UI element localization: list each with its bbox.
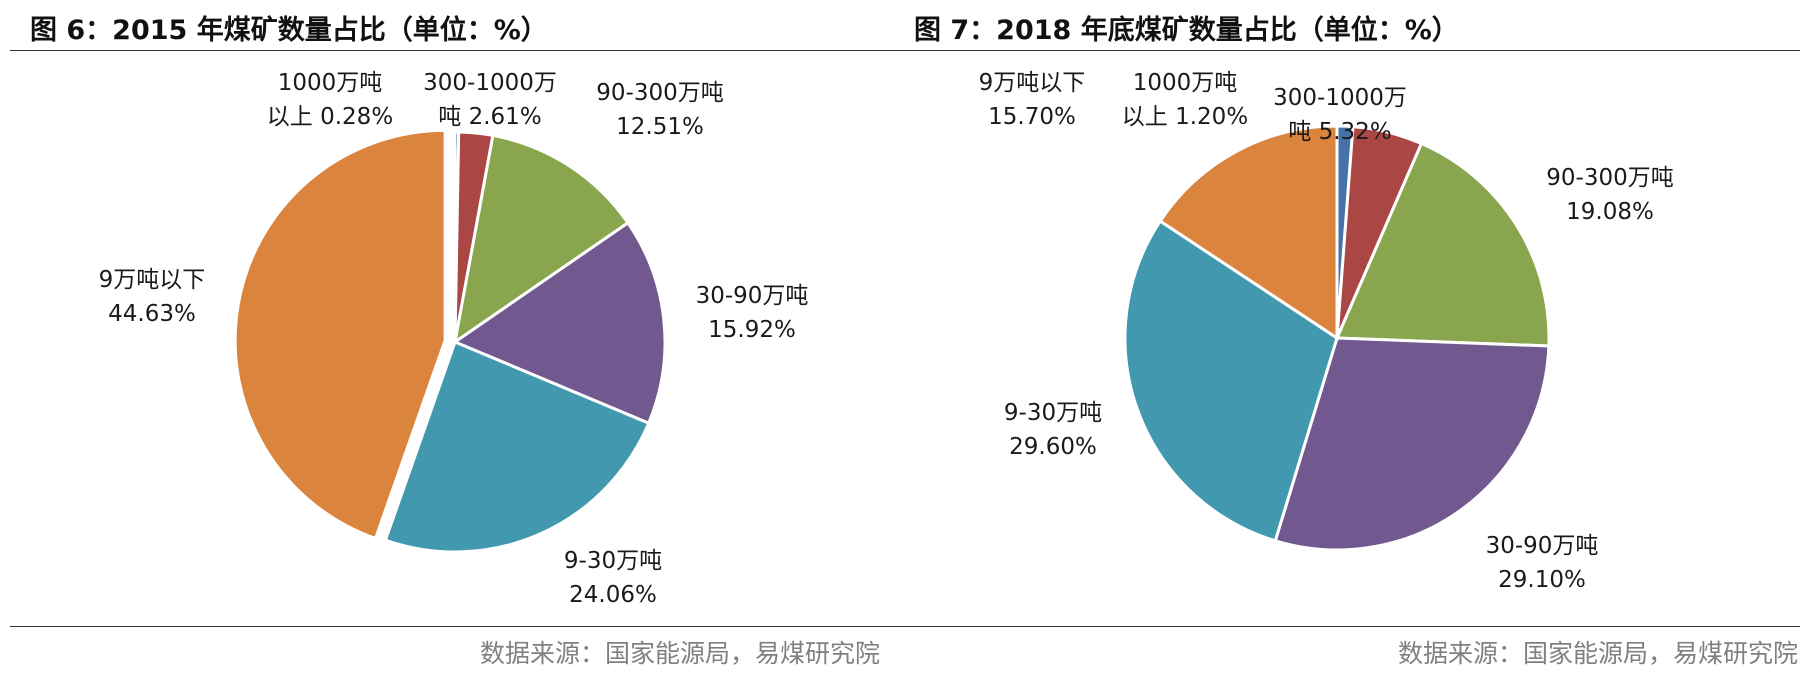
footer-rule xyxy=(900,626,1800,627)
chart-panel-2018: 图 7：2018 年底煤矿数量占比（单位：%） 1000万吨以上 1.20% 30… xyxy=(900,0,1800,682)
source-note: 数据来源：国家能源局，易煤研究院 xyxy=(1397,639,1798,668)
slice-label: 90-300万吨 19.08% xyxy=(1546,165,1673,225)
pie-slice xyxy=(1273,336,1551,552)
pie-slice xyxy=(1123,218,1339,543)
pie-slice xyxy=(451,220,667,426)
slice-label: 300-1000万吨 2.61% xyxy=(423,70,557,130)
slice-label: 1000万吨以上 1.20% xyxy=(1122,70,1248,130)
pie-slice xyxy=(1334,141,1551,348)
slice-label: 30-90万吨 15.92% xyxy=(696,283,809,343)
slice-label: 90-300万吨 12.51% xyxy=(596,80,723,140)
pie-slice xyxy=(452,133,631,346)
footer-rule xyxy=(10,626,900,627)
title-rule xyxy=(900,50,1800,51)
slice-label: 9-30万吨 29.60% xyxy=(1004,400,1102,460)
title-rule xyxy=(10,50,900,51)
pie-chart-2018: 1000万吨以上 1.20% 300-1000万吨 5.32% 90-300万吨 19… xyxy=(979,70,1674,593)
slice-label: 9-30万吨 24.06% xyxy=(564,548,662,608)
slice-label: 300-1000万吨 5.32% xyxy=(1273,85,1407,145)
chart-panel-2015: 图 6：2015 年煤矿数量占比（单位：%） 1000万吨以上 0.28% 300… xyxy=(10,15,900,668)
pie-chart-2015: 1000万吨以上 0.28% 300-1000万吨 2.61% 90-300万吨 12… xyxy=(99,70,809,608)
pie-slice xyxy=(383,340,651,554)
pie-slice xyxy=(1158,124,1339,341)
chart-title: 图 6：2015 年煤矿数量占比（单位：%） xyxy=(30,15,548,46)
chart-title: 图 7：2018 年底煤矿数量占比（单位：%） xyxy=(914,15,1459,46)
slice-label: 9万吨以下 44.63% xyxy=(99,267,206,327)
slice-label: 30-90万吨 29.10% xyxy=(1486,533,1599,593)
pie-slice xyxy=(233,128,447,541)
slice-label: 1000万吨以上 0.28% xyxy=(267,70,393,130)
source-note: 数据来源：国家能源局，易煤研究院 xyxy=(479,639,880,668)
slice-label: 9万吨以下 15.70% xyxy=(979,70,1086,130)
